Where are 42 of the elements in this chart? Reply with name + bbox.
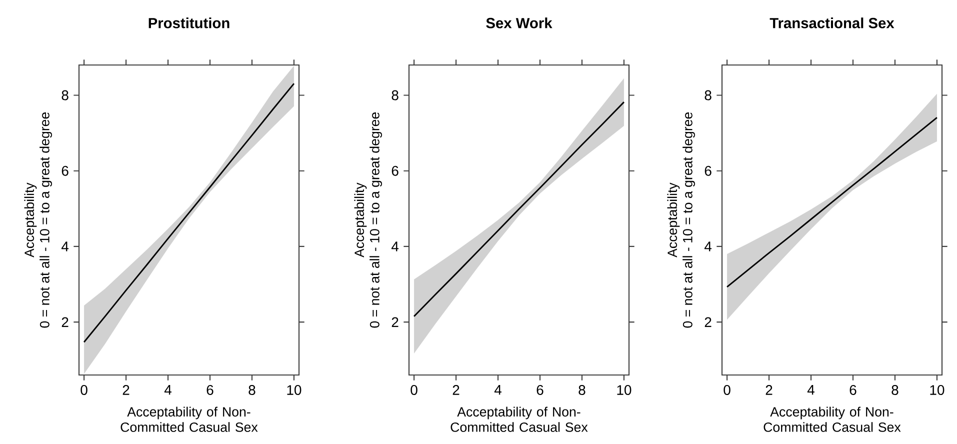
line-series: [413, 101, 625, 318]
line-series: [83, 82, 295, 343]
chart-title: Sex Work: [486, 18, 552, 28]
chart-title: Prostitution: [148, 18, 230, 28]
y-tick-label: 6: [392, 166, 398, 176]
x-tick-label: 0: [80, 385, 88, 395]
x-tick-label: 6: [206, 385, 214, 395]
y-tick-label: 8: [62, 90, 68, 100]
x-tick-label: 4: [807, 385, 814, 395]
x-tick-label: 6: [536, 385, 544, 395]
y-tick-label: 2: [704, 317, 712, 327]
x-tick-label: 0: [724, 385, 730, 395]
x-tick-label: 8: [578, 385, 586, 395]
x-tick-label: 4: [494, 385, 502, 395]
x-tick-label: 10: [287, 385, 302, 395]
y-axis-title: Acceptability 0 = not at all - 10 = to a great degree: [24, 112, 52, 328]
x-tick-label: 10: [617, 385, 632, 395]
x-tick-label: 8: [248, 385, 256, 395]
x-tick-label: 8: [892, 385, 898, 395]
x-tick-label: 4: [164, 385, 172, 395]
y-tick-label: 6: [704, 166, 712, 176]
x-axis-title: Acceptability of Non-Committed Casual Sex: [764, 406, 901, 432]
y-tick-label: 4: [391, 242, 399, 252]
x-tick-label: 2: [452, 385, 460, 395]
y-tick-label: 8: [704, 90, 712, 100]
y-tick-label: 4: [61, 242, 69, 252]
x-tick-label: 6: [850, 385, 856, 395]
y-axis-title: Acceptability 0 = not at all - 10 = to a great degree: [667, 112, 696, 328]
y-tick-label: 6: [62, 166, 68, 176]
x-tick-label: 2: [122, 385, 130, 395]
x-tick-label: 2: [766, 385, 772, 395]
x-tick-label: 0: [410, 385, 418, 395]
y-tick-label: 8: [392, 90, 398, 100]
y-tick-label: 4: [704, 242, 712, 252]
x-tick-label: 10: [930, 385, 944, 395]
line-series: [726, 116, 938, 288]
chart-title: Transactional Sex: [770, 18, 894, 28]
y-axis-title: Acceptability 0 = not at all - 10 = to a great degree: [354, 112, 382, 328]
y-tick-label: 2: [62, 317, 68, 327]
y-tick-label: 2: [392, 317, 398, 327]
x-axis-title: Acceptability of Non-Committed Casual Sex: [450, 406, 588, 432]
x-axis-title: Acceptability of Non-Committed Casual Sex: [120, 406, 258, 432]
